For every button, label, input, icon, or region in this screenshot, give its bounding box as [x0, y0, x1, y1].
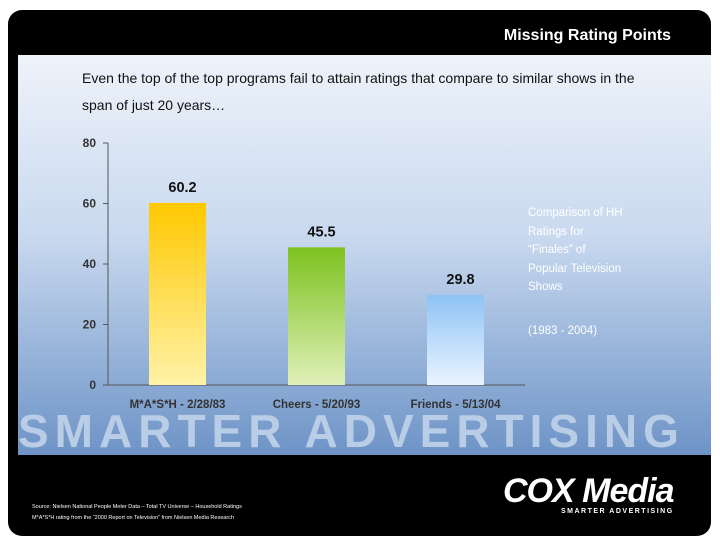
source-note-1: Source: Nielsen National People Meter Da…	[32, 504, 242, 510]
logo-text: COX Media	[503, 472, 674, 510]
slide-subtitle: Even the top of the top programs fail to…	[82, 70, 635, 113]
bar	[288, 247, 345, 385]
smarter-advertising-watermark: SMARTER ADVERTISING	[18, 405, 685, 457]
content-panel	[18, 55, 711, 455]
y-tick-label: 60	[83, 197, 97, 211]
y-tick-label: 80	[83, 136, 97, 150]
source-note-2: M*A*S*H rating from the “2000 Report on …	[32, 515, 234, 521]
x-tick-label: M*A*S*H - 2/28/83	[130, 399, 226, 411]
x-tick-label: Cheers - 5/20/93	[273, 399, 361, 411]
bar	[427, 294, 484, 385]
slide-title: Missing Rating Points	[503, 27, 671, 44]
data-label: 29.8	[446, 272, 474, 288]
y-tick-label: 20	[83, 318, 97, 332]
slide: Missing Rating Points	[8, 10, 711, 536]
cox-media-logo: COX Media SMARTER ADVERTISING	[503, 472, 683, 522]
data-label: 45.5	[307, 224, 335, 240]
bar	[149, 202, 206, 385]
chart-side-note: Comparison of HH Ratings for “Finales” o…	[528, 207, 623, 293]
x-tick-label: Friends - 5/13/04	[410, 399, 501, 411]
data-label: 60.2	[168, 180, 196, 196]
y-tick-label: 40	[83, 257, 97, 271]
y-tick-label: 0	[89, 378, 96, 392]
chart-side-note-years: (1983 - 2004)	[528, 325, 598, 337]
logo-tagline: SMARTER ADVERTISING	[561, 508, 674, 515]
